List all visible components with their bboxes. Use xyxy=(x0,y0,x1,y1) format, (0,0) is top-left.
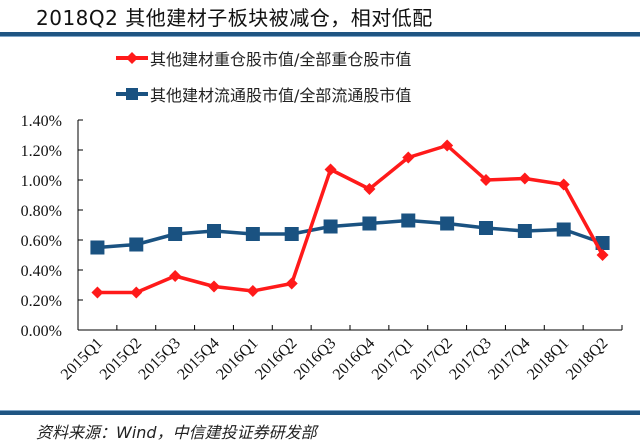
x-tick-label: 2015Q4 xyxy=(174,335,222,383)
series-float-holdings xyxy=(90,213,610,255)
square-marker-icon xyxy=(245,227,260,241)
bottom-divider xyxy=(0,410,640,415)
x-tick-label: 2016Q3 xyxy=(291,335,339,383)
square-marker-icon xyxy=(362,216,377,231)
x-tick-label: 2015Q2 xyxy=(97,335,145,383)
legend-item-float-holdings: 其他建材流通股市值/全部流通股市值 xyxy=(116,76,411,112)
source-note: 资料来源：Wind，中信建投证券研发部 xyxy=(36,423,317,442)
y-tick-label: 1.20% xyxy=(21,143,62,160)
diamond-marker-icon xyxy=(208,280,220,293)
y-tick-label: 0.00% xyxy=(21,323,62,340)
square-marker-icon xyxy=(168,227,183,241)
x-tick-label: 2018Q1 xyxy=(524,335,572,383)
x-tick-label: 2015Q3 xyxy=(135,335,183,383)
x-tick-label: 2017Q1 xyxy=(369,335,417,383)
square-marker-icon xyxy=(207,224,221,238)
top-divider xyxy=(0,32,640,37)
diamond-marker-icon xyxy=(285,277,298,290)
diamond-marker-icon xyxy=(246,285,259,297)
series-layer xyxy=(90,139,610,299)
square-marker-icon xyxy=(90,240,105,255)
chart-title: 2018Q2 其他建材子板块被减仓，相对低配 xyxy=(36,6,433,30)
diamond-marker-icon xyxy=(363,183,376,195)
y-tick-label: 1.40% xyxy=(21,113,62,130)
diamond-marker-icon xyxy=(596,249,609,261)
square-marker-icon xyxy=(479,221,493,235)
legend-label: 其他建材重仓股市值/全部重仓股市值 xyxy=(150,50,412,69)
blue-square-line-icon xyxy=(116,88,148,100)
y-tick-label: 0.80% xyxy=(21,203,62,220)
square-marker-icon xyxy=(440,216,455,231)
diamond-marker-icon xyxy=(557,178,570,191)
diamond-marker-icon xyxy=(518,172,531,185)
square-marker-icon xyxy=(323,219,338,234)
square-marker-icon xyxy=(556,222,571,237)
series-heavy-holdings xyxy=(91,139,609,299)
diamond-marker-icon xyxy=(169,270,182,282)
y-tick-label: 1.00% xyxy=(21,173,62,190)
legend-label: 其他建材流通股市值/全部流通股市值 xyxy=(150,86,412,105)
x-tick-label: 2016Q2 xyxy=(252,335,300,383)
square-marker-icon xyxy=(129,237,144,252)
diamond-marker-icon xyxy=(324,163,337,176)
x-tick-label: 2015Q1 xyxy=(58,335,106,383)
legend-item-heavy-holdings: 其他建材重仓股市值/全部重仓股市值 xyxy=(116,40,411,76)
x-tick-label: 2018Q2 xyxy=(563,335,611,383)
x-tick-label: 2016Q4 xyxy=(330,335,378,383)
x-tick-label: 2016Q1 xyxy=(213,335,261,383)
square-marker-icon xyxy=(517,224,532,238)
square-marker-icon xyxy=(284,227,299,241)
legend: 其他建材重仓股市值/全部重仓股市值 其他建材流通股市值/全部流通股市值 xyxy=(116,40,411,112)
x-tick-label: 2017Q4 xyxy=(485,335,533,383)
diamond-marker-icon xyxy=(402,151,415,164)
y-tick-label: 0.20% xyxy=(21,293,62,310)
x-axis: 2015Q12015Q22015Q32015Q42016Q12016Q22016… xyxy=(58,325,623,383)
red-diamond-line-icon xyxy=(116,52,148,64)
diamond-marker-icon xyxy=(91,286,104,299)
y-axis: 0.00% 0.20% 0.40% 0.60% 0.80% 1.00% 1.20% 1.40% xyxy=(21,113,83,340)
diamond-marker-icon xyxy=(480,174,492,186)
diamond-marker-icon xyxy=(130,286,143,299)
square-marker-icon xyxy=(401,213,416,228)
diamond-marker-icon xyxy=(441,139,454,152)
x-tick-label: 2017Q2 xyxy=(407,335,455,383)
y-tick-label: 0.60% xyxy=(21,233,62,250)
y-tick-label: 0.40% xyxy=(21,263,62,280)
x-tick-label: 2017Q3 xyxy=(446,335,494,383)
